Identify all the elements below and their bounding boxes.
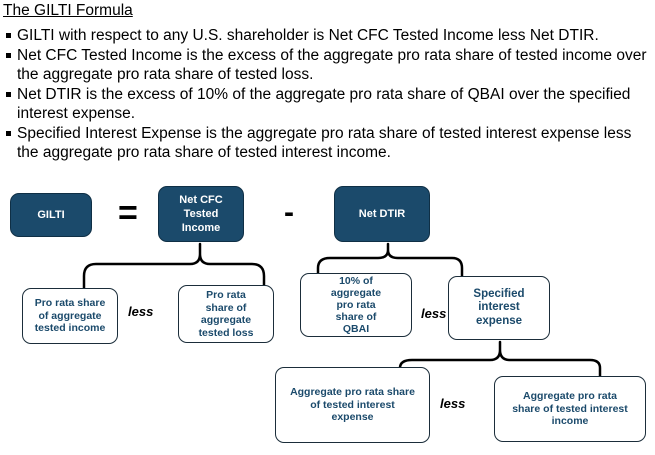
box-text-line: pro rata	[336, 299, 376, 311]
bullet-text-continued: the aggregate pro rata share of tested i…	[17, 144, 391, 161]
bullet-list: GILTI with respect to any U.S. sharehold…	[3, 26, 655, 163]
qbai-box: 10% of aggregate pro rata share of QBAI	[300, 273, 412, 337]
box-text-line: aggregate	[330, 287, 382, 299]
box-text-line: Specified	[473, 287, 525, 300]
agg-interest-income-box: Aggregate pro rata share of tested inter…	[494, 376, 646, 442]
bullet-text-continued: interest expense.	[17, 105, 136, 122]
bullet-icon	[6, 91, 11, 97]
box-text-line: Aggregate pro rata share	[290, 386, 415, 399]
bullet-text-continued: the aggregate pro rata share of tested l…	[17, 66, 314, 83]
less-label: less	[421, 306, 447, 321]
agg-interest-expense-box: Aggregate pro rata share of tested inter…	[275, 367, 430, 443]
box-text-line: income	[551, 415, 589, 428]
brace-specified-interest	[398, 340, 602, 382]
box-text-line: share of	[335, 311, 377, 323]
pro-rata-loss-box: Pro rata share of aggregate tested loss	[178, 285, 274, 343]
gilti-label: GILTI	[37, 209, 65, 221]
net-cfc-line: Tested	[183, 208, 219, 220]
box-text-line: tested income	[34, 322, 106, 335]
brace-net-cfc	[82, 242, 266, 291]
box-text-line: of tested interest	[310, 398, 395, 411]
less-label: less	[440, 396, 466, 411]
gilti-box: GILTI	[10, 193, 92, 237]
box-text-line: interest	[478, 301, 520, 314]
box-text-line: expense	[475, 314, 523, 327]
box-text-line: 10% of	[339, 275, 373, 287]
net-cfc-box: Net CFC Tested Income	[158, 186, 244, 242]
box-text-line: expense	[331, 411, 374, 424]
bullet-text: Net CFC Tested Income is the excess of t…	[17, 46, 647, 64]
bullet-icon	[6, 130, 11, 136]
bullet-text: Net DTIR is the excess of 10% of the agg…	[17, 85, 631, 103]
box-text-line: Aggregate pro rata	[523, 390, 617, 403]
box-text-line: aggregate	[200, 314, 252, 326]
box-text-line: of aggregate	[38, 309, 102, 322]
box-text-line: share of	[205, 301, 247, 314]
box-text-line: Pro rata	[206, 289, 246, 301]
specified-interest-box: Specified interest expense	[448, 276, 550, 340]
box-text-line: QBAI	[342, 323, 370, 335]
bullet-net-cfc: Net CFC Tested Income is the excess of t…	[3, 46, 655, 85]
box-text-line: Pro rata share	[34, 297, 106, 310]
less-label: less	[128, 304, 154, 319]
net-dtir-label: Net DTIR	[358, 208, 406, 220]
bullet-icon	[6, 33, 11, 38]
net-cfc-line: Net CFC	[179, 194, 223, 206]
box-text-line: share of tested interest	[512, 402, 628, 415]
box-text-line: tested loss	[198, 326, 254, 339]
bullet-gilti: GILTI with respect to any U.S. sharehold…	[3, 26, 655, 46]
bullet-text: GILTI with respect to any U.S. sharehold…	[17, 27, 599, 44]
net-dtir-box: Net DTIR	[334, 186, 430, 242]
pro-rata-income-box: Pro rata share of aggregate tested incom…	[22, 288, 118, 344]
bullet-text: Specified Interest Expense is the aggreg…	[17, 124, 632, 142]
bullet-specified-interest: Specified Interest Expense is the aggreg…	[3, 124, 655, 163]
net-cfc-line: Income	[181, 222, 221, 234]
equals-sign: =	[118, 194, 138, 232]
bullet-icon	[6, 52, 11, 58]
brace-net-dtir	[316, 242, 464, 284]
minus-sign: -	[284, 196, 294, 229]
page-title: The GILTI Formula	[3, 2, 133, 19]
bullet-net-dtir: Net DTIR is the excess of 10% of the agg…	[3, 85, 655, 124]
